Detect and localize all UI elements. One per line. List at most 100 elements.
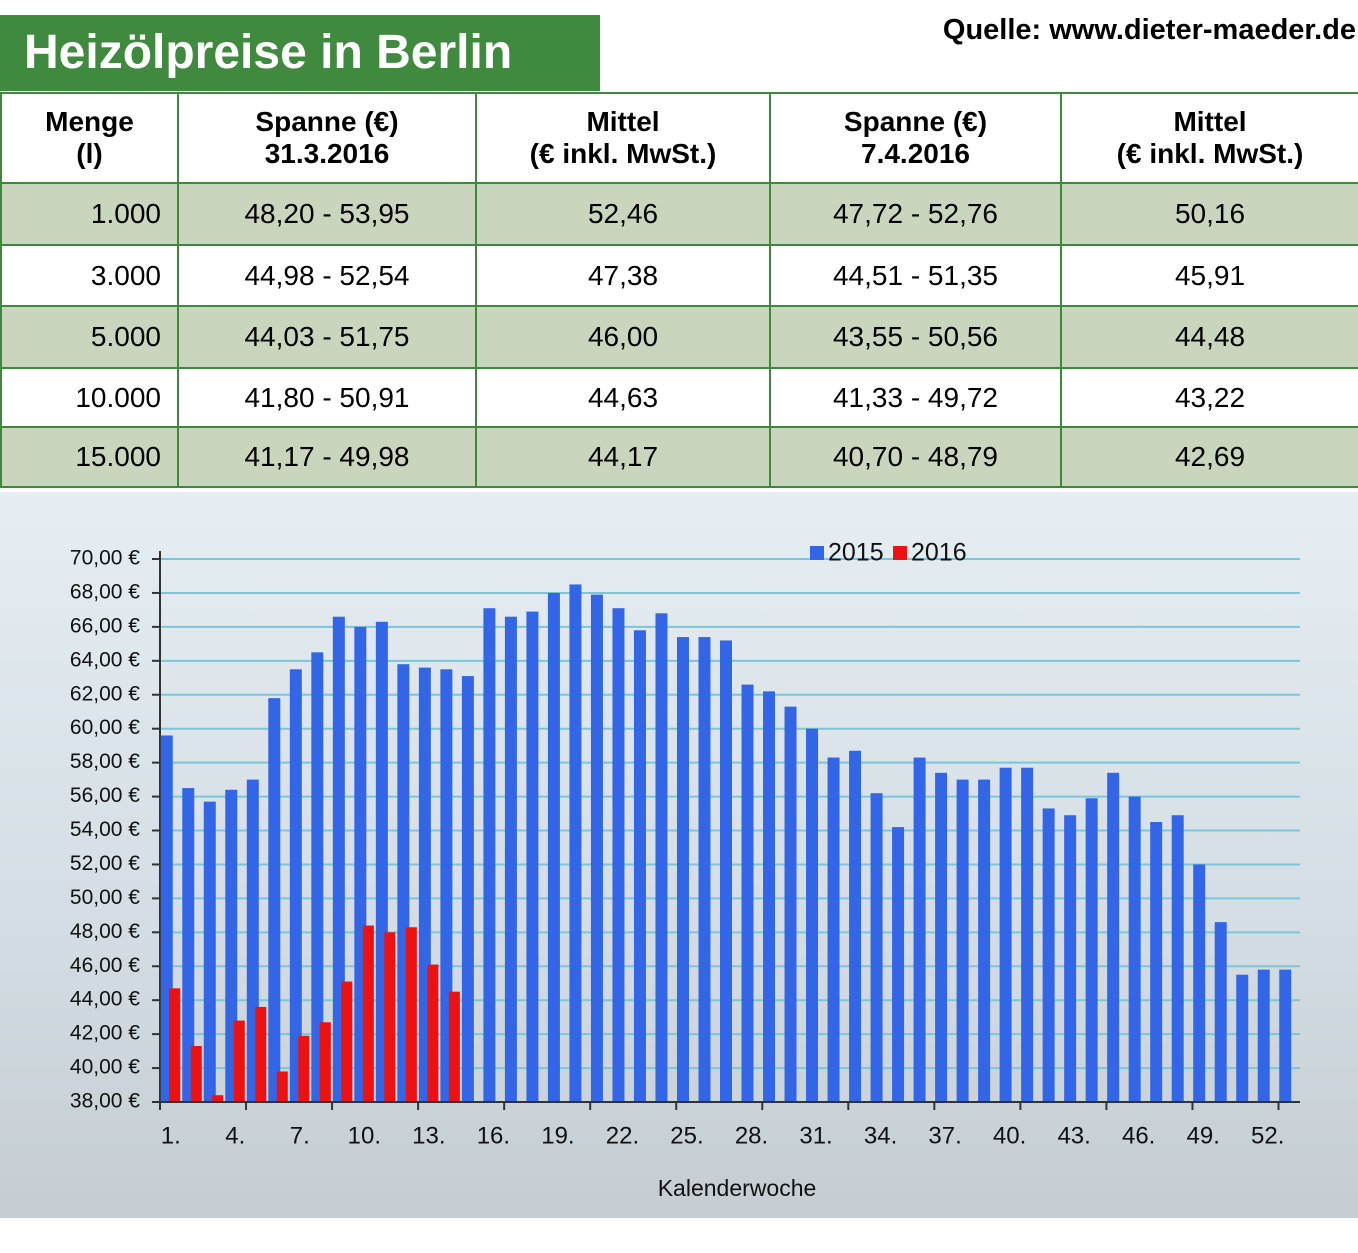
header-line: 31.3.2016 <box>264 138 390 169</box>
bar <box>827 757 840 1102</box>
bar <box>569 584 582 1102</box>
bar <box>1064 815 1077 1102</box>
x-tick-label: 4. <box>225 1122 245 1149</box>
x-tick-label: 7. <box>290 1122 310 1149</box>
table-cell: 44,51 - 51,35 <box>769 244 1062 307</box>
bar <box>526 611 539 1102</box>
bar <box>311 652 324 1102</box>
bar <box>362 925 374 1102</box>
bar <box>956 779 969 1102</box>
header-cell: Spanne (€) 7.4.2016 <box>769 92 1062 184</box>
bar <box>892 827 905 1102</box>
y-tick-label: 44,00 € <box>70 988 140 1011</box>
header-line: (l) <box>76 138 103 169</box>
table-row: 3.000 44,98 - 52,54 47,38 44,51 - 51,35 45,9… <box>0 244 1358 307</box>
header-line: Mittel <box>1173 106 1247 137</box>
bar <box>784 706 797 1102</box>
bar <box>427 964 439 1102</box>
table-row: 10.000 41,80 - 50,91 44,63 41,33 - 49,72 43,… <box>0 367 1358 428</box>
y-tick-label: 66,00 € <box>70 614 140 637</box>
bar <box>849 750 862 1102</box>
bar <box>1128 796 1141 1102</box>
bar <box>182 788 195 1102</box>
y-tick-label: 52,00 € <box>70 852 140 875</box>
table-cell: 50,16 <box>1060 182 1358 246</box>
header-row: Menge (l) Spanne (€) 31.3.2016 Mittel (€ inkl… <box>0 92 1358 184</box>
header-line: (€ inkl. MwSt.) <box>529 138 717 169</box>
table-cell: 5.000 <box>0 305 179 369</box>
table-cell: 44,17 <box>475 426 771 488</box>
x-tick-label: 1. <box>161 1122 181 1149</box>
bar <box>1214 922 1227 1102</box>
table-row: 1.000 48,20 - 53,95 52,46 47,72 - 52,76 50,1… <box>0 182 1358 246</box>
x-tick-label: 28. <box>735 1122 768 1149</box>
bar <box>504 616 517 1102</box>
bar <box>698 637 711 1102</box>
table-cell: 44,63 <box>475 367 771 428</box>
x-tick-label: 25. <box>670 1122 703 1149</box>
bar <box>676 637 689 1102</box>
price-table: Menge (l) Spanne (€) 31.3.2016 Mittel (€ inkl… <box>0 92 1358 488</box>
bar <box>255 1006 267 1102</box>
table-cell: 47,38 <box>475 244 771 307</box>
chart: 38,00 € 40,00 € 42,00 € 44,00 € 46,00 € 48,00… <box>0 492 1358 1218</box>
bar <box>547 592 560 1102</box>
y-tick-label: 60,00 € <box>70 716 140 739</box>
x-tick-label: 40. <box>993 1122 1026 1149</box>
bar <box>590 594 603 1102</box>
source: Quelle: www.dieter-maeder.de <box>942 14 1356 46</box>
header-cell: Spanne (€) 31.3.2016 <box>177 92 477 184</box>
bar <box>448 991 460 1102</box>
bar <box>319 1022 331 1102</box>
table-cell: 52,46 <box>475 182 771 246</box>
y-tick-label: 62,00 € <box>70 682 140 705</box>
bar <box>268 698 281 1102</box>
x-tick-label: 16. <box>477 1122 510 1149</box>
x-tick-label: 13. <box>412 1122 445 1149</box>
bar <box>1085 798 1098 1102</box>
table-cell: 46,00 <box>475 305 771 369</box>
header-line: Spanne (€) <box>255 106 399 137</box>
x-tick-label: 52. <box>1251 1122 1284 1149</box>
table-cell: 44,48 <box>1060 305 1358 369</box>
bar <box>405 927 417 1102</box>
y-tick-label: 58,00 € <box>70 750 140 773</box>
table-cell: 43,55 - 50,56 <box>769 305 1062 369</box>
x-tick-label: 22. <box>606 1122 639 1149</box>
bar <box>169 988 181 1102</box>
y-tick-label: 40,00 € <box>70 1056 140 1079</box>
header-cell: Mittel (€ inkl. MwSt.) <box>475 92 771 184</box>
bar <box>203 801 216 1102</box>
table-cell: 41,17 - 49,98 <box>177 426 477 488</box>
bar <box>276 1071 288 1102</box>
header-line: Spanne (€) <box>843 106 988 137</box>
legend-label: 2015 <box>828 539 884 567</box>
header-line: Mittel <box>586 106 660 137</box>
table-cell: 42,69 <box>1060 426 1358 488</box>
y-tick-label: 38,00 € <box>70 1090 140 1113</box>
y-tick-label: 42,00 € <box>70 1022 140 1045</box>
x-tick-label: 43. <box>1057 1122 1090 1149</box>
bar <box>1257 969 1270 1102</box>
bar <box>1193 864 1206 1102</box>
bar <box>332 616 345 1102</box>
table-cell: 41,33 - 49,72 <box>769 367 1062 428</box>
legend-swatch <box>810 546 824 560</box>
table-cell: 1.000 <box>0 182 179 246</box>
x-tick-label: 10. <box>348 1122 381 1149</box>
bar <box>1042 808 1055 1102</box>
bar <box>289 669 302 1102</box>
header-cell: Menge (l) <box>0 92 179 184</box>
y-tick-label: 46,00 € <box>70 954 140 977</box>
x-tick-label: 46. <box>1122 1122 1155 1149</box>
table-cell: 15.000 <box>0 426 179 488</box>
x-tick-label: 19. <box>541 1122 574 1149</box>
legend-swatch <box>893 546 907 560</box>
x-tick-label: 37. <box>928 1122 961 1149</box>
y-tick-label: 48,00 € <box>70 920 140 943</box>
bar <box>461 676 474 1102</box>
bar <box>655 613 668 1102</box>
x-tick-label: 49. <box>1187 1122 1220 1149</box>
bar <box>935 772 948 1102</box>
